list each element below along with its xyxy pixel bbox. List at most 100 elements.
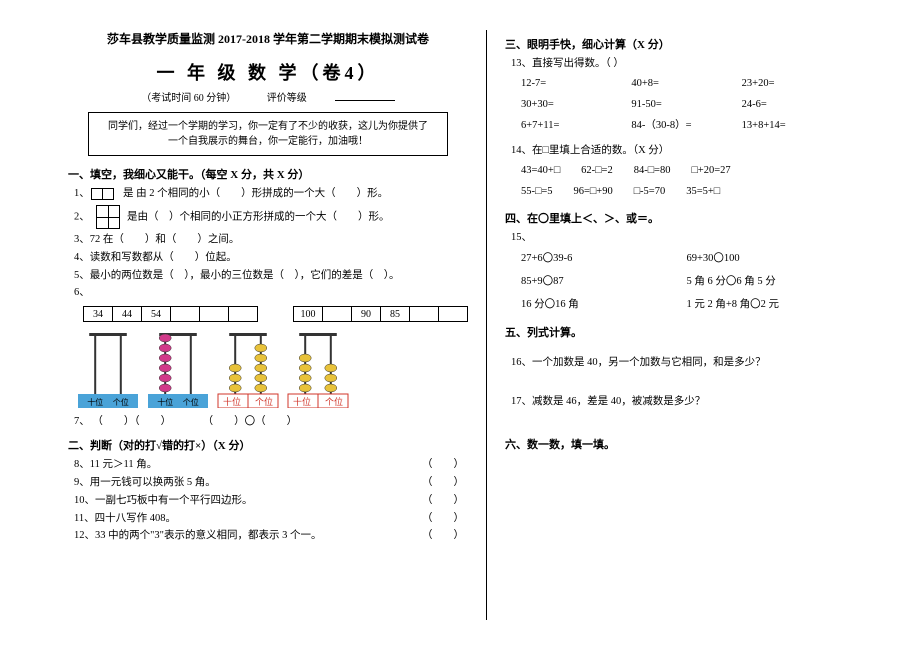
- q1: 1、 是 由 2 个相同的小（ ）形拼成的一个大（ ）形。: [74, 185, 468, 203]
- calc-cell: 6+7+11=: [521, 115, 631, 136]
- num-table-1: 344454: [84, 306, 258, 322]
- grade-blank: [335, 100, 395, 101]
- num-cell: 90: [351, 306, 381, 322]
- paren: （ ）: [422, 456, 464, 474]
- q10: 10、一副七巧板中有一个平行四边形。 （ ）: [74, 492, 468, 510]
- calc-grid: 12-7=40+8=23+20= 30+30=91-50=24-6= 6+7+1…: [521, 73, 852, 136]
- svg-text:十位: 十位: [223, 396, 241, 407]
- q11-text: 11、四十八写作 408。: [74, 510, 176, 528]
- q8: 8、11 元＞11 角。 （ ）: [74, 456, 468, 474]
- q13: 13、直接写出得数。（ ）: [511, 55, 852, 73]
- num-cell: 34: [83, 306, 113, 322]
- header-title: 莎车县教学质量监测 2017-2018 学年第二学期期末模拟测试卷: [68, 30, 468, 47]
- comp-cell: 69+30〇100: [687, 247, 853, 270]
- q8-text: 8、11 元＞11 角。: [74, 456, 157, 474]
- calc-cell: 23+20=: [742, 73, 852, 94]
- comp-row-2: 85+9〇875 角 6 分〇6 角 5 分: [521, 270, 852, 293]
- section-6-title: 六、数一数，填一填。: [505, 436, 852, 452]
- exam-time: （考试时间 60 分钟）: [141, 93, 236, 104]
- svg-text:十位: 十位: [293, 396, 311, 407]
- calc-row-1: 12-7=40+8=23+20=: [521, 73, 852, 94]
- number-tables: 344454 100 9085: [68, 302, 468, 326]
- q7-num: 7、: [74, 416, 90, 427]
- fill-row-2: 55-□=5 96=□+90 □-5=70 35=5+□: [521, 181, 852, 202]
- calc-row-3: 6+7+11=84-（30-8）=13+8+14=: [521, 115, 852, 136]
- q17: 17、减数是 46，差是 40，被减数是多少？: [511, 393, 852, 408]
- section-4-title: 四、在〇里填上＜、＞、或＝。: [505, 210, 852, 226]
- fill-row-1: 43=40+□ 62-□=2 84-□=80 □+20=27: [521, 160, 852, 181]
- abacus-row: 十位个位十位个位十位个位十位个位: [76, 330, 468, 411]
- q2: 2、 是由（ ）个相同的小正方形拼成的一个大（ ）形。: [74, 203, 468, 231]
- abacus: 十位 个位: [216, 330, 280, 411]
- section-1-title: 一、填空，我细心又能干。（每空 X 分，共 X 分）: [68, 166, 468, 182]
- encouragement-note: 同学们，经过一个学期的学习，你一定有了不少的收获，这儿为你提供了一个自我展示的舞…: [88, 112, 448, 156]
- svg-text:十位: 十位: [157, 397, 173, 407]
- svg-text:个位: 个位: [255, 396, 273, 407]
- calc-row-2: 30+30=91-50=24-6=: [521, 94, 852, 115]
- q4: 4、读数和写数都从（ ）位起。: [74, 249, 468, 267]
- num-cell: [228, 306, 258, 322]
- q10-text: 10、一副七巧板中有一个平行四边形。: [74, 492, 253, 510]
- main-title: 一 年 级 数 学（卷4）: [68, 59, 468, 85]
- two-rect-shape: [92, 188, 120, 200]
- q11: 11、四十八写作 408。 （ ）: [74, 510, 468, 528]
- comp-cell: 5 角 6 分〇6 角 5 分: [687, 270, 853, 293]
- svg-text:十位: 十位: [87, 397, 103, 407]
- four-square-shape: [96, 205, 120, 229]
- q1-text: 是 由 2 个相同的小（ ）形拼成的一个大（ ）形。: [123, 188, 388, 199]
- q9-text: 9、用一元钱可以换两张 5 角。: [74, 474, 216, 492]
- section-5-title: 五、列式计算。: [505, 324, 852, 340]
- q2-text: 是由（ ）个相同的小正方形拼成的一个大（ ）形。: [127, 211, 390, 222]
- section-3-title: 三、眼明手快，细心计算（X 分）: [505, 36, 852, 52]
- q1-num: 1、: [74, 188, 90, 199]
- calc-cell: 24-6=: [742, 94, 852, 115]
- calc-cell: 13+8+14=: [742, 115, 852, 136]
- abacus: 十位个位: [146, 330, 210, 411]
- num-cell: 85: [380, 306, 410, 322]
- num-cell: [170, 306, 200, 322]
- subtitle: （考试时间 60 分钟） 评价等级: [68, 89, 468, 104]
- svg-text:个位: 个位: [183, 397, 199, 407]
- calc-cell: 12-7=: [521, 73, 631, 94]
- num-cell: [409, 306, 439, 322]
- q5: 5、最小的两位数是（ ），最小的三位数是（ ），它们的差是（ ）。: [74, 267, 468, 285]
- abacus: 十位个位: [76, 330, 140, 411]
- paren: （ ）: [422, 510, 464, 528]
- q15: 15、: [511, 229, 852, 247]
- num-cell: 100: [293, 306, 323, 322]
- paren: （ ）: [422, 474, 464, 492]
- svg-text:个位: 个位: [113, 397, 129, 407]
- q16: 16、一个加数是 40，另一个加数与它相同，和是多少？: [511, 354, 852, 369]
- abacus: 十位 个位: [286, 330, 350, 411]
- comp-cell: 16 分〇16 角: [521, 293, 687, 316]
- paren: （ ）: [422, 527, 464, 545]
- num-cell: [322, 306, 352, 322]
- calc-cell: 30+30=: [521, 94, 631, 115]
- q12-text: 12、33 中的两个"3"表示的意义相同，都表示 3 个一。: [74, 527, 321, 545]
- comp-cell: 27+6〇39-6: [521, 247, 687, 270]
- num-cell: 54: [141, 306, 171, 322]
- paren: （ ）: [422, 492, 464, 510]
- comp-row-1: 27+6〇39-669+30〇100: [521, 247, 852, 270]
- q6: 6、: [74, 284, 468, 302]
- q2-num: 2、: [74, 211, 90, 222]
- svg-text:个位: 个位: [325, 396, 343, 407]
- num-cell: [438, 306, 468, 322]
- grade-label: 评价等级: [267, 93, 307, 104]
- comp-cell: 1 元 2 角+8 角〇2 元: [687, 293, 853, 316]
- q3: 3、72 在（ ）和（ ）之间。: [74, 231, 468, 249]
- q7: 7、 （ ）（ ） （ ）〇（ ）: [74, 413, 468, 431]
- comp-cell: 85+9〇87: [521, 270, 687, 293]
- num-table-2: 100 9085: [294, 306, 468, 322]
- q12: 12、33 中的两个"3"表示的意义相同，都表示 3 个一。 （ ）: [74, 527, 468, 545]
- section-2-title: 二、判断（对的打√错的打×）（X 分）: [68, 437, 468, 453]
- calc-cell: 84-（30-8）=: [631, 115, 741, 136]
- q9: 9、用一元钱可以换两张 5 角。 （ ）: [74, 474, 468, 492]
- num-cell: [199, 306, 229, 322]
- abacus-answer-blanks: （ ）（ ） （ ）〇（ ）: [92, 416, 297, 427]
- comp-row-3: 16 分〇16 角1 元 2 角+8 角〇2 元: [521, 293, 852, 316]
- calc-cell: 40+8=: [631, 73, 741, 94]
- calc-cell: 91-50=: [631, 94, 741, 115]
- q14: 14、在□里填上合适的数。（X 分）: [511, 142, 852, 160]
- num-cell: 44: [112, 306, 142, 322]
